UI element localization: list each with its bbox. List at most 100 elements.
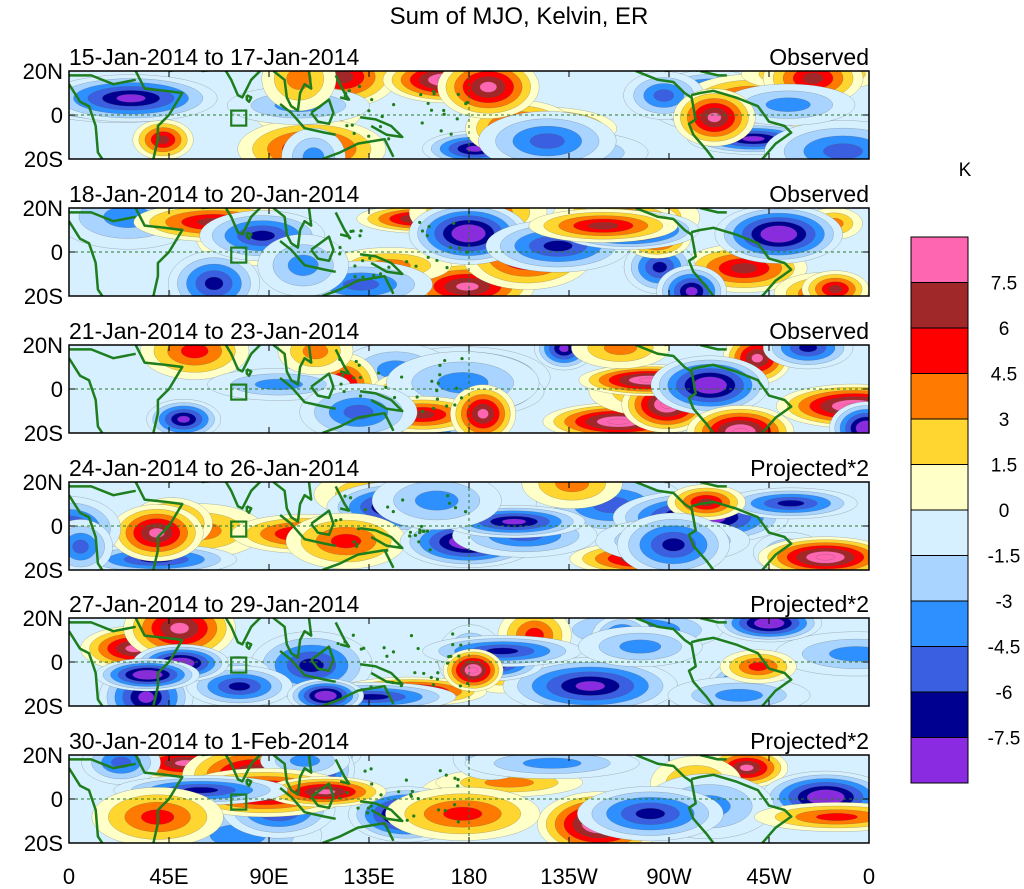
coastline — [69, 357, 104, 433]
anomaly-contour — [204, 276, 224, 291]
anomaly-contour — [707, 112, 722, 123]
island-dot — [429, 675, 433, 680]
coastline — [272, 755, 313, 796]
island-dot — [443, 809, 447, 813]
island-dot — [444, 773, 448, 777]
map-panel: 20N 0 20S 24-Jan-2014 to 26-Jan-2014 Project… — [23, 455, 870, 583]
coastline — [690, 636, 793, 706]
island-dot — [355, 544, 359, 549]
island-dot — [436, 808, 441, 812]
island-dot — [416, 646, 420, 651]
island-dot — [466, 681, 470, 686]
map-panel: 20N 0 20S 18-Jan-2014 to 20-Jan-2014 Observe… — [23, 181, 870, 309]
anomaly-contour — [701, 380, 719, 390]
island-dot — [432, 89, 436, 93]
island-dot — [426, 101, 430, 106]
anomaly-contour — [455, 282, 479, 291]
colorbar-label: -3 — [996, 592, 1013, 613]
anomaly-contour — [170, 622, 190, 634]
coastline — [69, 348, 136, 360]
island-dot — [428, 548, 432, 552]
coastline — [687, 505, 715, 570]
island-dot — [445, 404, 449, 408]
colorbar-label: 7.5 — [991, 274, 1017, 295]
coastline — [334, 485, 351, 512]
colorbar-swatch — [910, 236, 969, 283]
island-dot — [362, 646, 366, 650]
coastline — [310, 509, 335, 537]
map-panel: 20N 0 20S 27-Jan-2014 to 29-Jan-2014 Project… — [23, 591, 870, 719]
island-dot — [357, 527, 361, 531]
island-dot — [354, 359, 358, 364]
anomaly-contour — [662, 538, 685, 552]
island-dot — [418, 528, 422, 532]
latitude-label: 20N — [23, 606, 63, 631]
island-dot — [416, 797, 420, 801]
island-dot — [413, 533, 418, 537]
colorbar-label: -1.5 — [988, 547, 1021, 568]
coastline — [699, 71, 727, 77]
panel-date-range: 15-Jan-2014 to 17-Jan-2014 — [69, 44, 359, 70]
anomaly-contour — [739, 764, 754, 772]
island-dot — [439, 129, 443, 133]
coastline — [687, 368, 715, 433]
coastline — [690, 500, 793, 570]
latitude-label: 20S — [24, 558, 63, 583]
map-panels: 20N 0 20S 15-Jan-2014 to 17-Jan-2014 Observe… — [23, 44, 870, 856]
island-dot — [386, 505, 390, 509]
coastline — [310, 98, 335, 126]
anomaly-contour — [742, 135, 765, 142]
island-dot — [459, 396, 464, 400]
island-dot — [352, 376, 356, 380]
coastline — [635, 755, 692, 783]
colorbar-swatch — [910, 327, 969, 374]
island-dot — [359, 229, 363, 233]
island-dot — [401, 498, 405, 502]
coastline — [69, 630, 104, 706]
island-dot — [343, 94, 347, 98]
island-dot — [456, 92, 460, 96]
island-dot — [435, 389, 439, 393]
anomaly-contour — [816, 793, 836, 802]
island-dot — [392, 395, 397, 400]
island-dot — [452, 221, 456, 225]
colorbar-swatch — [910, 737, 969, 784]
panel-date-range: 27-Jan-2014 to 29-Jan-2014 — [69, 591, 359, 617]
coastline — [134, 482, 184, 570]
island-dot — [453, 506, 458, 510]
island-dot — [350, 123, 354, 127]
island-dot — [431, 683, 436, 687]
island-dot — [458, 684, 462, 688]
longitude-label: 0 — [63, 864, 75, 889]
colorbar-swatch — [910, 555, 969, 602]
anomaly-contour — [138, 691, 155, 704]
island-dot — [345, 791, 349, 795]
coastline — [279, 650, 336, 684]
island-dot — [353, 264, 357, 268]
colorbar-units: K — [959, 160, 972, 181]
coastline — [272, 618, 313, 659]
island-dot — [420, 229, 425, 233]
latitude-label: 20S — [24, 284, 63, 309]
anomaly-contour — [823, 143, 863, 159]
coastline — [169, 482, 261, 510]
coastline — [134, 755, 184, 843]
longitude-label: 180 — [451, 864, 488, 889]
island-dot — [343, 494, 347, 498]
anomaly-contour — [861, 424, 869, 433]
coastline — [272, 208, 313, 249]
longitude-label: 0 — [863, 864, 875, 889]
island-dot — [421, 529, 425, 533]
island-dot — [397, 790, 401, 794]
region-box — [230, 246, 248, 264]
latitude-label: 0 — [51, 103, 63, 128]
island-dot — [400, 375, 404, 379]
island-dot — [378, 272, 383, 276]
anomaly-field — [69, 482, 869, 570]
island-dot — [442, 108, 446, 113]
island-dot — [387, 137, 391, 141]
island-dot — [452, 802, 457, 807]
coastline — [279, 240, 336, 274]
coastline — [635, 345, 692, 373]
colorbar-swatch — [910, 373, 969, 420]
